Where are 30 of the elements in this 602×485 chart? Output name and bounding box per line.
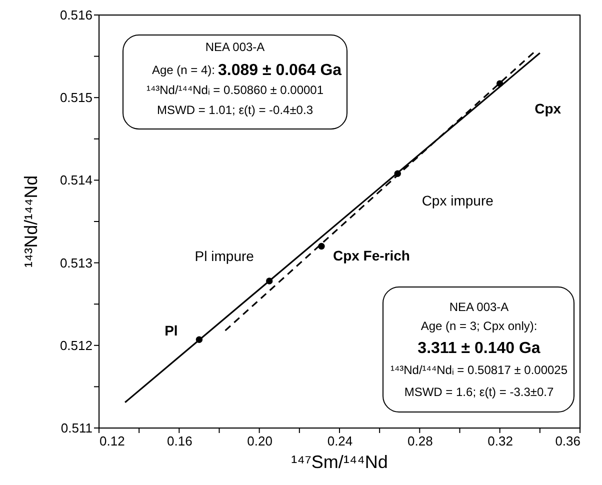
x-axis-title: ¹⁴⁷Sm/¹⁴⁴Nd [291,452,388,472]
annotation: Cpx Fe-rich [332,247,410,264]
y-tick-label: 0.512 [60,338,92,353]
y-axis-title: ¹⁴³Nd/¹⁴⁴Nd [21,175,41,268]
y-tick-label: 0.513 [60,255,92,270]
x-tick-label: 0.24 [327,434,353,448]
annotation: Pl impure [194,248,254,264]
annotation: MSWD = 1.6; ε(t) = -3.3±0.7 [404,385,554,399]
x-tick-label: 0.20 [247,434,272,448]
annotation: Age (n = 4): [152,63,215,77]
y-tick-label: 0.515 [60,90,92,106]
annotation: Cpx [534,100,562,117]
y-tick-label: 0.514 [60,172,92,188]
x-tick-label: 0.28 [408,434,433,448]
annotation: ¹⁴³Nd/¹⁴⁴Ndᵢ = 0.50860 ± 0.00001 [146,83,324,97]
y-tick-label: 0.516 [60,8,92,22]
annotation: Cpx impure [422,192,494,209]
annotation: 3.311 ± 0.140 Ga [418,340,540,357]
annotation: 3.089 ± 0.064 Ga [218,62,342,79]
annotation: Pl [164,322,178,339]
y-tick-label: 0.511 [60,420,92,436]
annotation: Age (n = 3; Cpx only): [420,319,538,333]
annotation: NEA 003-A [205,40,265,54]
x-tick-label: 0.12 [100,434,125,448]
annotation: NEA 003-A [449,300,509,314]
annotation: ¹⁴³Nd/¹⁴⁴Ndᵢ = 0.50817 ± 0.00025 [390,363,568,377]
x-tick-label: 0.32 [488,434,513,448]
x-tick-label: 0.36 [555,434,580,448]
annotation: MSWD = 1.01; ε(t) = -0.4±0.3 [157,103,314,117]
x-tick-label: 0.16 [167,434,192,448]
